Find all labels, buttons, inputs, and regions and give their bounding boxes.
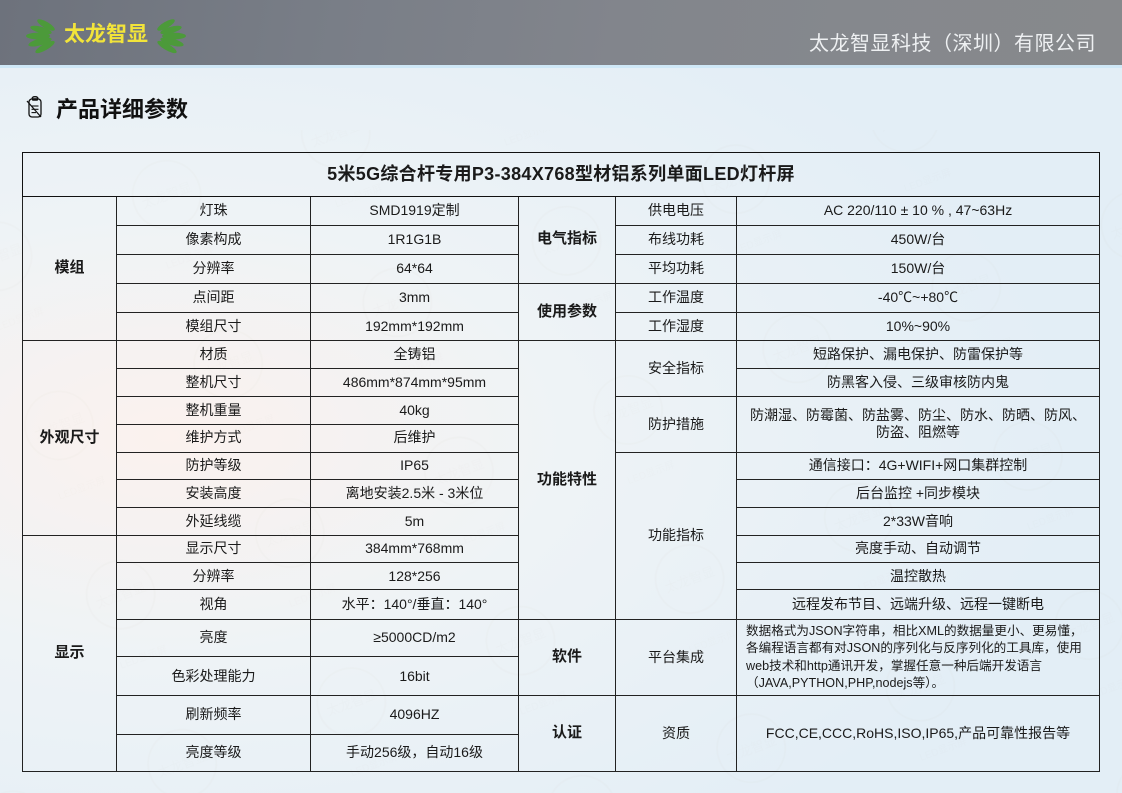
svg-text:太龙智显: 太龙智显: [64, 23, 148, 46]
